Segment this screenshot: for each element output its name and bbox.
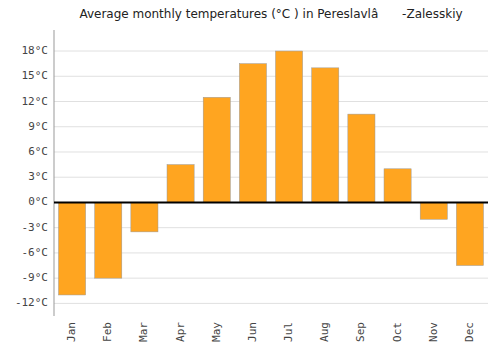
bar [312, 68, 339, 203]
x-tick-label: Jan [65, 322, 78, 342]
y-tick-label: 15°C [22, 69, 49, 82]
x-tick-label: Apr [174, 322, 187, 342]
y-tick-label: 3°C [28, 170, 48, 183]
x-tick-label: Oct [391, 322, 404, 342]
y-tick-label: -6°C [22, 246, 49, 259]
grid-line [54, 126, 488, 127]
chart-container: Average monthly temperatures (°C ) in Pe… [0, 0, 500, 350]
x-tick-labels: Jan Feb Mar Apr May Jun Jul Aug Sep Oct Nov Dec [65, 322, 476, 342]
bar [203, 97, 230, 202]
grid-line [54, 303, 488, 304]
grid-line [54, 177, 488, 178]
x-tick-label: Nov [427, 322, 440, 342]
y-tick-label: -12°C [15, 296, 48, 309]
chart-title: Average monthly temperatures (°C ) in Pe… [79, 7, 462, 21]
grid-line [54, 76, 488, 77]
x-tick-label: Jun [246, 322, 259, 342]
x-tick-label: Sep [354, 322, 367, 342]
x-tick-label: Mar [137, 322, 150, 342]
bar [384, 169, 411, 203]
bar [348, 114, 375, 202]
grid-line [54, 101, 488, 102]
y-axis-line [54, 30, 55, 316]
bars [59, 51, 484, 295]
bar [59, 202, 86, 295]
grid-line [54, 151, 488, 152]
x-tick-label: Dec [463, 322, 476, 342]
grid [54, 51, 488, 303]
y-tick-label: -9°C [22, 271, 49, 284]
bar [167, 165, 194, 203]
bar [239, 64, 266, 203]
x-tick-label: May [210, 322, 223, 342]
x-tick-label: Feb [101, 322, 114, 342]
x-tick-label: Jul [282, 322, 295, 342]
bar [131, 202, 158, 231]
page: {"chart_data": {"type": "bar", "title": … [0, 0, 500, 350]
grid-line [54, 51, 488, 52]
y-tick-label: -3°C [22, 221, 49, 234]
y-tick-label: 12°C [22, 95, 49, 108]
chart-svg: Average monthly temperatures (°C ) in Pe… [0, 0, 500, 350]
y-tick-labels: -12°C -9°C -6°C -3°C 0°C 3°C 6°C 9°C 12°C 15°C 18°… [15, 44, 48, 309]
y-tick-label: 9°C [28, 120, 48, 133]
x-tick-label: Aug [318, 322, 331, 342]
bar [456, 202, 483, 265]
bar [420, 202, 447, 219]
y-tick-label: 6°C [28, 145, 48, 158]
zero-line [54, 201, 488, 203]
grid-line [54, 202, 488, 203]
bar [95, 202, 122, 278]
bar [276, 51, 303, 202]
y-tick-label: 18°C [22, 44, 49, 57]
y-tick-label: 0°C [28, 195, 48, 208]
